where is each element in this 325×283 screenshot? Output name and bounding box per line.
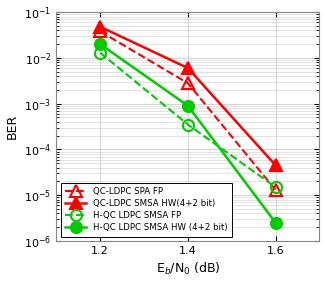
QC-LDPC SMSA HW(4+2 bit) <box>186 66 190 70</box>
Legend: QC-LDPC SPA FP, QC-LDPC SMSA HW(4+2 bit), H-QC LDPC SMSA FP, H-QC LDPC SMSA HW (: QC-LDPC SPA FP, QC-LDPC SMSA HW(4+2 bit)… <box>60 183 232 237</box>
H-QC LDPC SMSA FP <box>274 185 278 189</box>
Line: QC-LDPC SPA FP: QC-LDPC SPA FP <box>95 26 281 196</box>
QC-LDPC SMSA HW(4+2 bit) <box>98 25 102 28</box>
X-axis label: E$_b$/N$_0$ (dB): E$_b$/N$_0$ (dB) <box>156 261 220 277</box>
Y-axis label: BER: BER <box>6 114 19 139</box>
Line: H-QC LDPC SMSA FP: H-QC LDPC SMSA FP <box>95 47 281 193</box>
QC-LDPC SPA FP <box>98 30 102 33</box>
H-QC LDPC SMSA HW (4+2 bit) <box>98 42 102 46</box>
QC-LDPC SPA FP <box>274 188 278 192</box>
H-QC LDPC SMSA FP <box>98 51 102 54</box>
QC-LDPC SMSA HW(4+2 bit) <box>274 164 278 167</box>
H-QC LDPC SMSA FP <box>186 123 190 126</box>
H-QC LDPC SMSA HW (4+2 bit) <box>186 104 190 108</box>
Line: H-QC LDPC SMSA HW (4+2 bit): H-QC LDPC SMSA HW (4+2 bit) <box>95 38 281 228</box>
H-QC LDPC SMSA HW (4+2 bit) <box>274 221 278 224</box>
QC-LDPC SPA FP <box>186 82 190 85</box>
Line: QC-LDPC SMSA HW(4+2 bit): QC-LDPC SMSA HW(4+2 bit) <box>95 21 281 171</box>
